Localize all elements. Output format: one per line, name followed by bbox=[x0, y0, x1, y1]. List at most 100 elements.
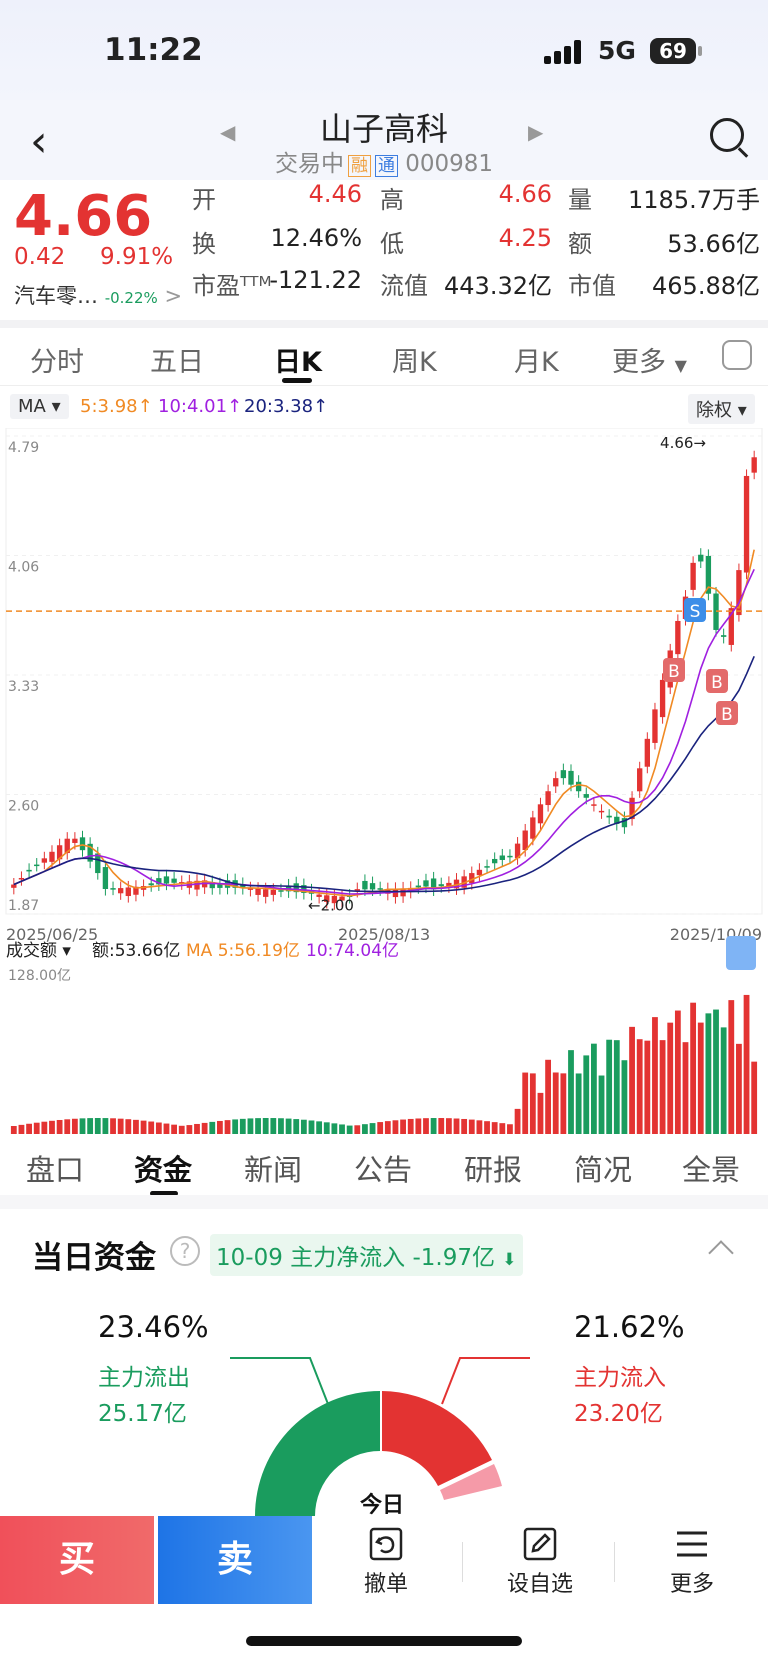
ma20-value: 20:3.38↑ bbox=[244, 396, 329, 417]
buy-button[interactable]: 买 bbox=[0, 1516, 154, 1604]
ma-label: MA bbox=[18, 396, 46, 417]
x-tick-label: 2025/06/25 bbox=[6, 925, 98, 944]
stock-nav-bar: ‹ ◀ 山子高科 交易中融通 000981 ▶ bbox=[0, 100, 768, 180]
adjust-selector[interactable]: 除权 ▾ bbox=[688, 394, 755, 424]
next-stock-icon[interactable]: ▶ bbox=[528, 120, 544, 144]
sector-link[interactable]: 汽车零… -0.22% > bbox=[14, 280, 182, 310]
cancel-order-label: 撤单 bbox=[363, 1572, 408, 1597]
net-flow-text: 10-09 主力净流入 -1.97亿 bbox=[216, 1245, 495, 1271]
volume-max-tick: 128.00亿 bbox=[8, 968, 71, 984]
candle-body bbox=[637, 768, 643, 792]
y-tick-label: 4.79 bbox=[8, 440, 39, 456]
y-tick-label: 4.06 bbox=[8, 560, 39, 576]
settings-icon[interactable] bbox=[722, 340, 752, 370]
volume-bar bbox=[728, 1000, 735, 1134]
volume-bar bbox=[499, 1123, 506, 1134]
tab-overview[interactable]: 全景 bbox=[682, 1153, 741, 1187]
collapse-icon[interactable] bbox=[708, 1240, 734, 1266]
volume-bar bbox=[33, 1122, 40, 1134]
back-icon[interactable]: ‹ bbox=[30, 116, 48, 167]
tab-order-book[interactable]: 盘口 bbox=[26, 1153, 85, 1187]
candle-body bbox=[705, 555, 712, 594]
candle-body bbox=[64, 838, 70, 854]
volume-bar bbox=[140, 1120, 147, 1134]
volume-bar bbox=[262, 1118, 269, 1134]
volume-bar bbox=[629, 1026, 635, 1134]
candle-body bbox=[240, 884, 246, 889]
candle-body bbox=[507, 855, 513, 858]
cancel-order-button[interactable]: 撤单 bbox=[326, 1526, 446, 1598]
outflow-amount: 25.17亿 bbox=[98, 1401, 187, 1427]
volume-bar bbox=[652, 1017, 658, 1134]
volume-bar bbox=[10, 1126, 17, 1134]
edit-icon bbox=[523, 1527, 557, 1561]
net-flow-badge: 10-09 主力净流入 -1.97亿 ⬇ bbox=[210, 1234, 523, 1276]
trade-marker-label: B bbox=[668, 662, 680, 682]
ma10-value: 10:4.01↑ bbox=[158, 396, 243, 417]
ma-row: MA ▾ 5:3.98↑ 10:4.01↑ 20:3.38↑ 除权 ▾ bbox=[0, 390, 768, 424]
candle-body bbox=[469, 873, 475, 884]
search-icon[interactable] bbox=[710, 118, 744, 152]
volume-bar bbox=[552, 1072, 559, 1134]
tab-more[interactable]: 更多 ▼ bbox=[612, 340, 687, 379]
volume-bar bbox=[560, 1073, 567, 1134]
volume-bar bbox=[346, 1125, 353, 1134]
candle-body bbox=[18, 877, 25, 880]
ma5-text: 5:3.98 bbox=[80, 396, 138, 417]
tab-daily-k[interactable]: 日K bbox=[274, 347, 322, 378]
volume-bar bbox=[125, 1119, 132, 1134]
volume-ma10: 10:74.04亿 bbox=[306, 941, 399, 961]
tab-five-day[interactable]: 五日 bbox=[150, 347, 204, 378]
volume-bar bbox=[423, 1118, 429, 1134]
turnover-label: 换 bbox=[192, 230, 216, 258]
volume-bar bbox=[529, 1073, 536, 1134]
kline-chart[interactable]: 4.79 4.06 3.33 2.60 1.87 4.66→ ←2.00 2025/06/25… bbox=[0, 428, 768, 1134]
candle-body bbox=[278, 890, 284, 892]
candle-body bbox=[423, 880, 429, 887]
prev-stock-icon[interactable]: ◀ bbox=[220, 120, 236, 144]
candle-body bbox=[598, 810, 605, 813]
candle-body bbox=[537, 804, 544, 824]
volume-bar bbox=[285, 1118, 292, 1134]
candle-body bbox=[316, 894, 322, 897]
tab-profile[interactable]: 简况 bbox=[574, 1153, 633, 1187]
more-button[interactable]: 更多 bbox=[632, 1526, 752, 1598]
volume-bar bbox=[613, 1040, 620, 1134]
candle-body bbox=[392, 888, 399, 898]
candle-body bbox=[415, 885, 422, 888]
tab-capital[interactable]: 资金 bbox=[134, 1153, 193, 1187]
sell-button[interactable]: 卖 bbox=[158, 1516, 312, 1604]
volume-bar bbox=[590, 1043, 597, 1134]
tab-monthly-k[interactable]: 月K bbox=[514, 347, 559, 378]
add-watchlist-button[interactable]: 设自选 bbox=[480, 1526, 600, 1598]
y-tick-label: 1.87 bbox=[8, 898, 39, 914]
outflow-arc bbox=[255, 1391, 380, 1516]
help-icon[interactable]: ? bbox=[170, 1236, 200, 1266]
price-change-pct: 9.91% bbox=[100, 244, 174, 270]
tab-announcement[interactable]: 公告 bbox=[354, 1153, 413, 1187]
inflow-amount: 23.20亿 bbox=[574, 1401, 663, 1427]
volume-bar bbox=[308, 1120, 315, 1134]
ma20-line bbox=[13, 656, 755, 893]
ma-selector[interactable]: MA ▾ bbox=[10, 394, 69, 419]
retail-arc bbox=[440, 1464, 502, 1500]
tab-weekly-k[interactable]: 周K bbox=[392, 347, 437, 378]
y-tick-label: 3.33 bbox=[8, 679, 39, 695]
low-value: 4.25 bbox=[498, 224, 552, 252]
outflow-label: 主力流出 bbox=[98, 1365, 190, 1391]
tab-research[interactable]: 研报 bbox=[464, 1153, 523, 1187]
volume-bar bbox=[209, 1121, 216, 1134]
volume-bar bbox=[690, 1002, 697, 1134]
volume-bar bbox=[468, 1119, 475, 1134]
candle-body bbox=[217, 884, 223, 888]
candle-body bbox=[453, 879, 460, 889]
volume-bar bbox=[476, 1120, 483, 1134]
battery-cap bbox=[698, 46, 702, 56]
tab-news[interactable]: 新闻 bbox=[244, 1153, 303, 1187]
volume-bar bbox=[331, 1123, 338, 1134]
candle-body bbox=[72, 838, 78, 843]
volume-bar bbox=[583, 1055, 590, 1134]
candle-body bbox=[194, 880, 200, 890]
candle-body bbox=[629, 797, 635, 820]
tab-intraday[interactable]: 分时 bbox=[30, 347, 84, 378]
